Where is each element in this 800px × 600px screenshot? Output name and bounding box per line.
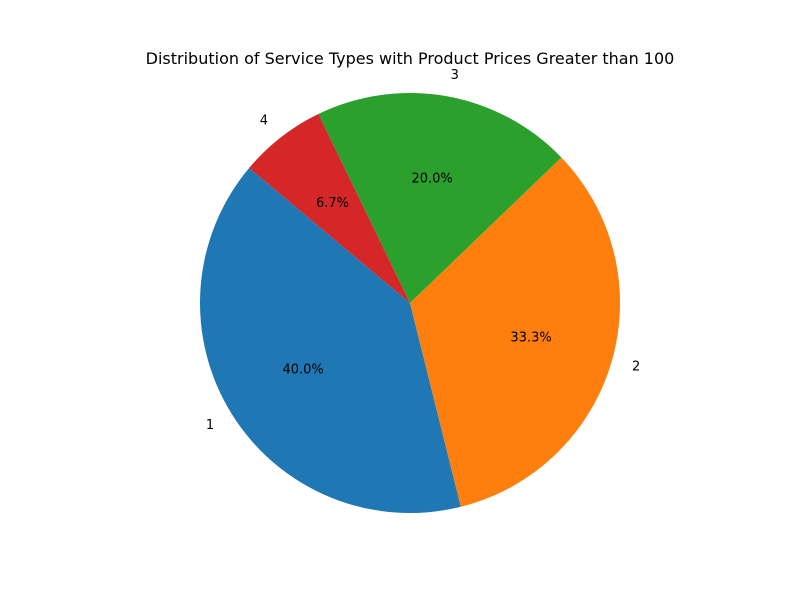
percent-label-2: 33.3% (510, 330, 551, 345)
slice-label-3: 3 (451, 68, 459, 83)
slice-label-2: 2 (632, 359, 640, 374)
percent-label-1: 40.0% (282, 362, 323, 377)
chart-title: Distribution of Service Types with Produ… (146, 49, 675, 68)
pie-labels: 1 40.0% 2 33.3% 3 20.0% 4 6.7% (206, 68, 640, 433)
pie-slice-3 (318, 92, 562, 303)
pie-slices (199, 92, 620, 513)
pie-slice-4 (249, 114, 410, 303)
slice-label-1: 1 (206, 418, 214, 433)
slice-label-4: 4 (260, 113, 268, 128)
pie-slice-2 (410, 157, 620, 507)
pie-slice-1 (199, 168, 461, 513)
percent-label-4: 6.7% (316, 196, 349, 211)
percent-label-3: 20.0% (411, 171, 452, 186)
